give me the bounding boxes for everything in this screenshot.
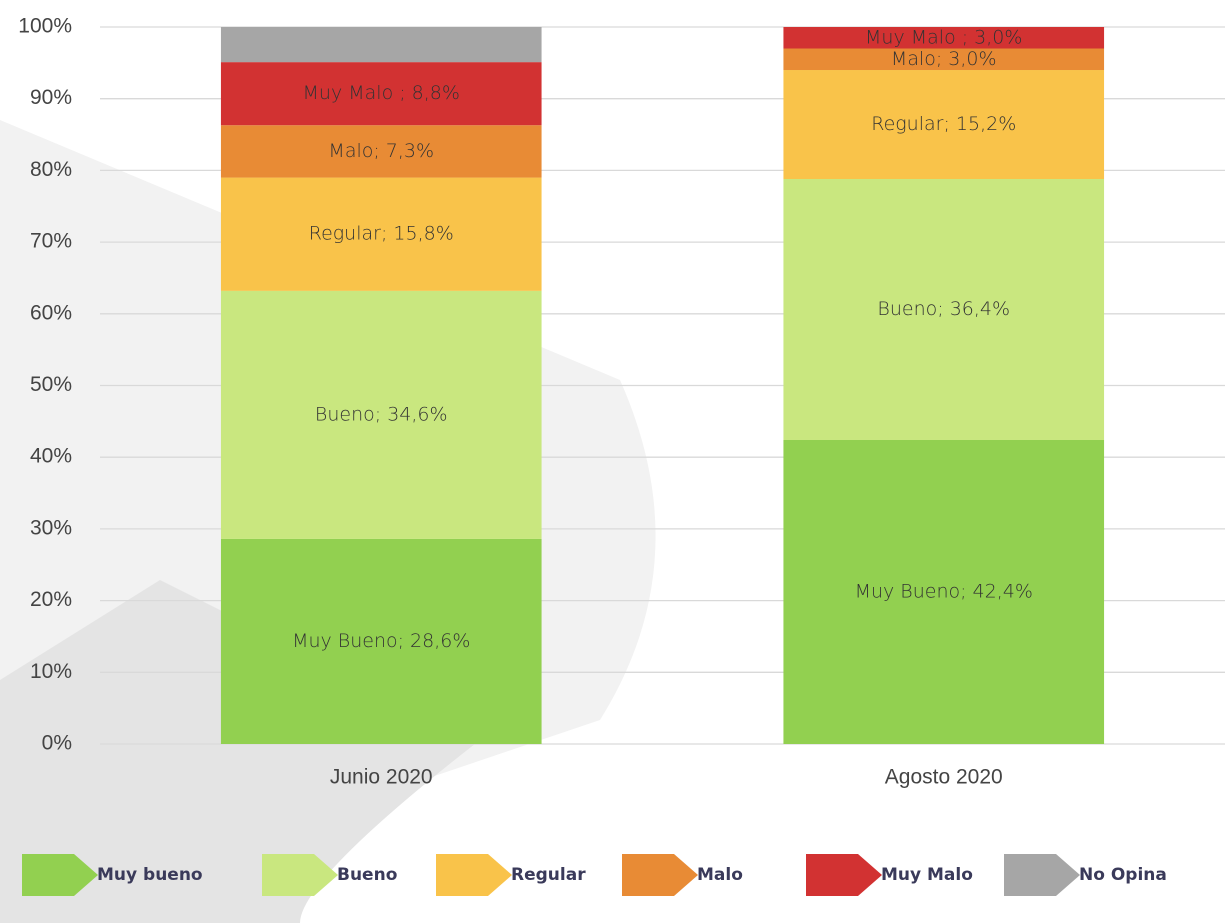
legend-label: No Opina (1079, 865, 1167, 885)
background-shape (0, 580, 480, 923)
x-tick-label: Junio 2020 (330, 766, 433, 789)
bar-segment (783, 48, 1105, 71)
y-tick-label: 40% (30, 445, 72, 468)
data-label: Regular; 15,8% (309, 223, 454, 245)
legend-swatch (436, 854, 512, 896)
bar-segment (783, 70, 1105, 180)
bar-segment (220, 290, 542, 539)
y-tick-label: 50% (30, 373, 72, 396)
data-label: Malo; 7,3% (328, 140, 434, 162)
bar-segment (220, 62, 542, 126)
legend-label: Malo (697, 865, 743, 885)
legend-swatch (1004, 854, 1080, 896)
legend-swatch (22, 854, 98, 896)
data-label: Muy Malo ; 8,8% (303, 82, 460, 104)
legend-swatch (622, 854, 698, 896)
bar-segment (783, 439, 1105, 744)
y-tick-label: 20% (30, 588, 72, 611)
y-tick-label: 90% (30, 86, 72, 109)
data-label: Bueno; 34,6% (315, 403, 448, 425)
data-label: Bueno; 36,4% (877, 298, 1010, 320)
bar-segment (220, 27, 542, 63)
y-tick-label: 60% (30, 301, 72, 324)
y-tick-label: 70% (30, 230, 72, 253)
bar-segment (783, 27, 1105, 49)
y-tick-label: 80% (30, 158, 72, 181)
data-label: Muy Bueno; 28,6% (292, 630, 470, 652)
bar-segment (220, 538, 542, 744)
y-tick-label: 10% (30, 660, 72, 683)
data-label: Muy Malo ; 3,0% (865, 26, 1022, 48)
legend-swatch (262, 854, 338, 896)
bar-segment (783, 179, 1105, 440)
data-label: Regular; 15,2% (871, 113, 1016, 135)
legend-label: Muy bueno (97, 865, 203, 885)
y-tick-label: 30% (30, 516, 72, 539)
legend-label: Regular (511, 865, 586, 885)
legend-label: Bueno (337, 865, 397, 885)
y-tick-label: 100% (18, 15, 72, 38)
legend-swatch (806, 854, 882, 896)
legend-label: Muy Malo (881, 865, 973, 885)
data-label: Malo; 3,0% (891, 48, 997, 70)
bar-segment (220, 177, 542, 291)
bar-segment (220, 125, 542, 178)
x-tick-label: Agosto 2020 (885, 766, 1003, 789)
data-label: Muy Bueno; 42,4% (855, 580, 1033, 602)
y-tick-label: 0% (42, 732, 72, 755)
